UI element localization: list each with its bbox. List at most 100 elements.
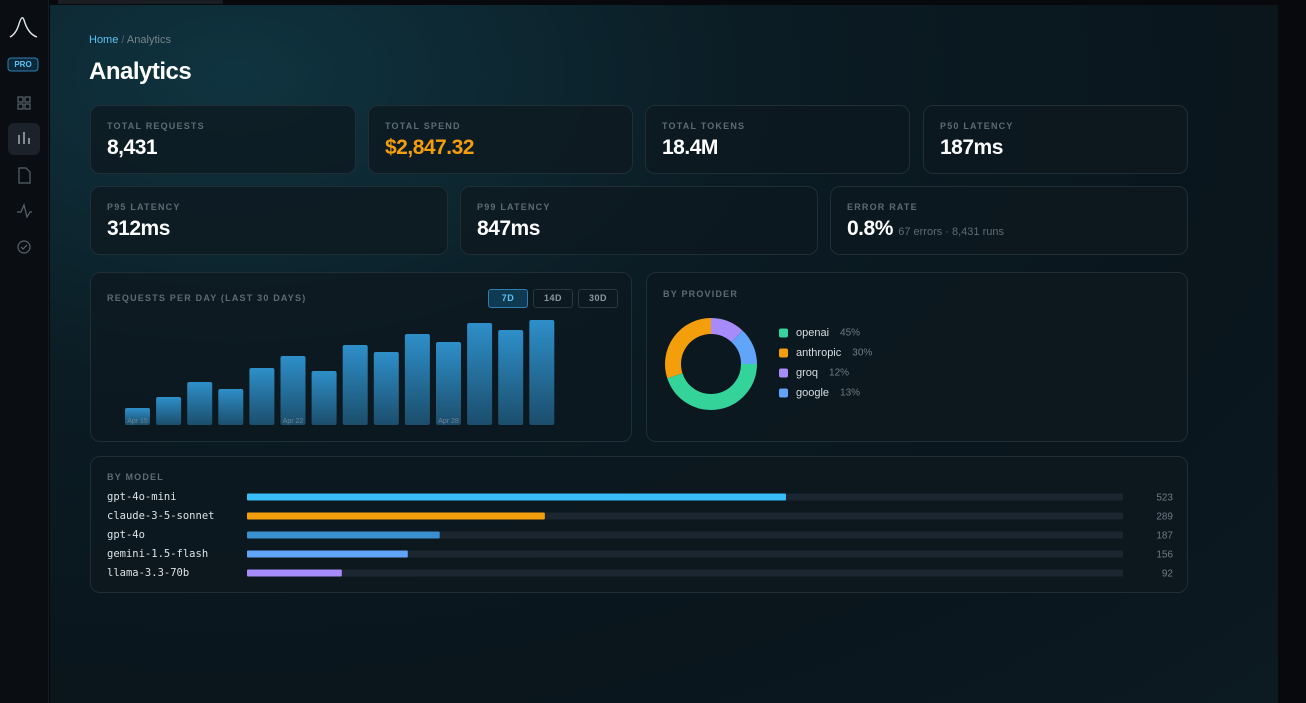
legend-value: 45% xyxy=(840,328,860,339)
bar xyxy=(247,512,545,520)
row-label: claude-3-5-sonnet xyxy=(107,510,214,522)
nav-icon[interactable] xyxy=(18,167,31,184)
badge-text: PRO xyxy=(14,60,31,69)
kpi-label: TOTAL SPEND xyxy=(385,121,461,131)
legend-label: groq xyxy=(796,367,818,379)
chart-svg: Apr 15 Apr 22 Apr 28 xyxy=(125,320,555,425)
bar-track xyxy=(247,550,1123,558)
bar xyxy=(156,397,182,425)
legend-swatch xyxy=(779,368,788,378)
row-value: 523 xyxy=(1156,493,1173,504)
row-value: 289 xyxy=(1156,512,1173,523)
badge xyxy=(7,57,39,72)
kpi-value: 8,431 xyxy=(107,136,158,159)
crumb-home[interactable]: Home xyxy=(89,34,119,46)
bar xyxy=(247,531,440,539)
chart-title: BY PROVIDER xyxy=(663,289,739,299)
kpi-label: TOTAL REQUESTS xyxy=(107,121,205,131)
x-tick-label: Apr 28 xyxy=(438,418,459,425)
donut-segment xyxy=(665,318,712,379)
kpi-value: 18.4M xyxy=(662,136,718,159)
chart-card: BY MODEL gpt-4o-mini 523 claude-3-5-sonnet… xyxy=(90,456,1188,593)
range-button[interactable]: 7D xyxy=(488,289,528,308)
bar xyxy=(247,493,786,501)
kpi-card: ERROR RATE 0.8% 67 errors · 8,431 runs xyxy=(830,186,1188,255)
bar xyxy=(247,569,342,577)
kpi-value: 0.8% 67 errors · 8,431 runs xyxy=(847,217,1004,241)
sidebar-icons: PRO xyxy=(7,17,40,254)
nav-icon[interactable] xyxy=(17,96,24,103)
chart-svg: openai 45% anthropic 30% groq 12%google 13% xyxy=(665,318,872,410)
bar xyxy=(498,330,524,425)
bar-track xyxy=(247,569,1123,577)
kpi-label: P50 LATENCY xyxy=(940,121,1014,131)
kpi-value: 187ms xyxy=(940,136,1003,159)
row-label: gemini-1.5-flash xyxy=(107,548,208,560)
kpi-label: TOTAL TOKENS xyxy=(662,121,746,131)
x-tick-label: Apr 15 xyxy=(127,418,148,425)
kpi-label: ERROR RATE xyxy=(847,202,918,212)
legend-value: 13% xyxy=(840,388,860,399)
bar xyxy=(342,345,368,425)
kpi-card: TOTAL REQUESTS 8,431 xyxy=(90,105,356,174)
kpi-note: 67 errors · 8,431 runs xyxy=(898,226,1004,238)
donut-segment xyxy=(731,330,757,365)
legend-swatch xyxy=(779,388,788,398)
bar xyxy=(187,382,213,425)
logo xyxy=(9,17,38,38)
row-value: 156 xyxy=(1156,550,1173,561)
crumb-current: Analytics xyxy=(126,34,171,46)
kpi-value: $2,847.32 xyxy=(385,136,474,159)
bar xyxy=(404,334,430,425)
range-button[interactable]: 30D xyxy=(578,289,618,308)
chart-svg: gpt-4o-mini 523 claude-3-5-sonnet 289 gpt-4o… xyxy=(107,491,1174,580)
bar xyxy=(467,323,493,425)
donut-segment xyxy=(667,363,757,410)
kpi-value-text: 0.8% xyxy=(847,217,893,240)
top-strip xyxy=(58,0,223,4)
bar xyxy=(529,320,555,425)
bar xyxy=(436,342,461,425)
legend-label: anthropic xyxy=(796,347,842,359)
kpi-card: P99 LATENCY 847ms xyxy=(460,186,818,255)
kpi-label: P95 LATENCY xyxy=(107,202,181,212)
nav-icon[interactable] xyxy=(18,132,30,144)
x-tick-label: Apr 22 xyxy=(283,418,304,425)
kpi-label: P99 LATENCY xyxy=(477,202,551,212)
page-title: Analytics xyxy=(89,58,192,85)
legend-swatch xyxy=(779,348,788,358)
bar-track xyxy=(247,531,1123,539)
bar xyxy=(125,408,150,425)
kpi-card: TOTAL SPEND $2,847.32 xyxy=(368,105,633,174)
bar xyxy=(218,389,244,425)
chart-card: REQUESTS PER DAY (LAST 30 DAYS) 7D 14D 30D… xyxy=(90,272,632,442)
bar xyxy=(311,371,337,425)
row-value: 92 xyxy=(1162,569,1174,580)
chart-card: BY PROVIDER openai 45% anthropic 30% groq 12%… xyxy=(646,272,1188,442)
bar xyxy=(249,368,275,425)
range-button[interactable]: 14D xyxy=(533,289,573,308)
kpi-value: 847ms xyxy=(477,217,540,240)
sidebar: PRO xyxy=(0,0,49,703)
breadcrumb: Home / Analytics xyxy=(89,34,171,46)
kpi-card: P50 LATENCY 187ms xyxy=(923,105,1188,174)
chart-title: REQUESTS PER DAY (LAST 30 DAYS) xyxy=(107,293,307,303)
nav-icon[interactable] xyxy=(17,203,32,219)
legend-label: google xyxy=(796,387,829,399)
kpi-value: 312ms xyxy=(107,217,170,240)
legend-swatch xyxy=(779,328,788,338)
legend-label: openai xyxy=(796,327,829,339)
legend-value: 12% xyxy=(829,368,849,379)
bar xyxy=(247,550,408,558)
row-label: gpt-4o-mini xyxy=(107,491,177,503)
kpi-card: P95 LATENCY 312ms xyxy=(90,186,448,255)
donut-segment xyxy=(710,318,743,343)
legend-value: 30% xyxy=(852,348,872,359)
crumb-sep: / xyxy=(121,34,125,46)
bar xyxy=(373,352,399,425)
nav-icon[interactable] xyxy=(17,240,31,254)
kpi-card: TOTAL TOKENS 18.4M xyxy=(645,105,910,174)
chart-title: BY MODEL xyxy=(107,472,164,482)
row-label: llama-3.3-70b xyxy=(107,567,189,579)
